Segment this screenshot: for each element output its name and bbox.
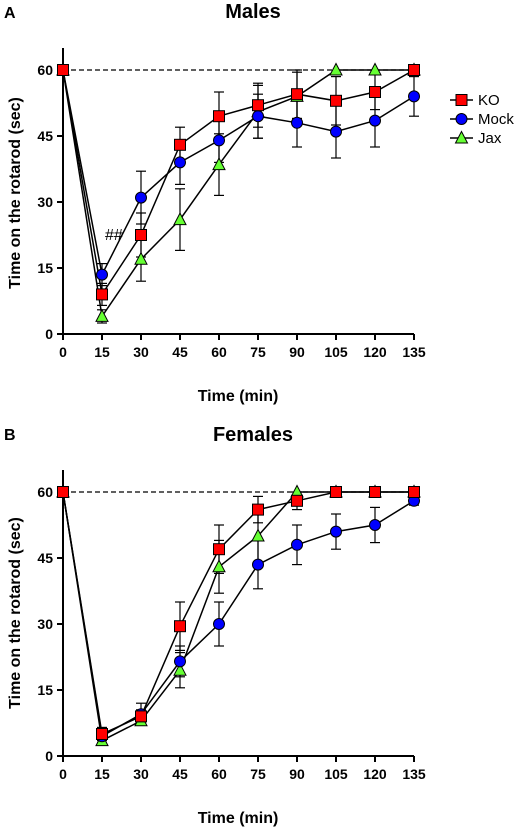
- y-tick-label: 60: [37, 62, 53, 78]
- x-tick-label: 60: [211, 766, 227, 782]
- data-point-ko: [174, 620, 186, 633]
- legend-marker-jax: [454, 130, 469, 144]
- y-tick-label: 45: [37, 550, 53, 566]
- legend-marker-mock: [455, 113, 468, 125]
- y-axis-label: Time on the rotarod (sec): [7, 517, 24, 709]
- data-point-mock: [174, 156, 186, 169]
- y-tick-label: 45: [37, 128, 53, 144]
- x-tick-label: 75: [250, 344, 266, 360]
- data-point-jax: [173, 662, 187, 676]
- panel-b-label: B: [4, 427, 16, 444]
- data-point-ko: [96, 728, 108, 740]
- y-tick-label: 30: [37, 194, 53, 210]
- legend-marker-ko: [455, 94, 468, 106]
- data-point-jax: [212, 559, 226, 573]
- legend-label-jax: Jax: [478, 130, 502, 147]
- series-line-mock: [62, 69, 415, 277]
- y-axis-label: Time on the rotarod (sec): [7, 97, 24, 289]
- legend-label-mock: Mock: [478, 111, 514, 128]
- data-point-jax: [134, 251, 148, 265]
- data-point-mock: [174, 655, 186, 668]
- x-tick-label: 15: [94, 766, 110, 782]
- data-point-mock: [369, 519, 381, 531]
- data-point-mock: [96, 268, 108, 281]
- y-tick-label: 15: [37, 260, 53, 276]
- x-axis-label: Time (min): [198, 388, 279, 405]
- y-tick-label: 30: [37, 616, 53, 632]
- data-point-ko: [135, 229, 147, 241]
- series-line-ko: [62, 491, 414, 736]
- x-tick-label: 30: [133, 766, 149, 782]
- legend: KO Mock Jax: [450, 92, 514, 147]
- data-point-mock: [291, 538, 303, 551]
- data-point-ko: [57, 64, 69, 76]
- x-tick-label: 15: [94, 344, 110, 360]
- males-chart: Males Time on the rotarod (sec) Time (mi…: [7, 1, 426, 405]
- x-tick-label: 45: [172, 766, 188, 782]
- series-line-mock: [62, 491, 415, 738]
- data-point-ko: [408, 486, 420, 498]
- data-point-mock: [408, 90, 420, 103]
- x-tick-label: 135: [402, 766, 426, 782]
- x-tick-label: 120: [363, 344, 387, 360]
- data-point-jax: [95, 308, 109, 322]
- data-point-mock: [252, 558, 264, 571]
- females-chart: Females Time on the rotarod (sec) Time (…: [7, 424, 426, 827]
- data-point-mock: [330, 525, 342, 538]
- data-point-jax: [212, 157, 226, 171]
- y-tick-label: 0: [45, 326, 53, 342]
- panel-a-label: A: [4, 5, 16, 22]
- data-point-ko: [291, 494, 303, 507]
- x-tick-label: 75: [250, 766, 266, 782]
- data-point-ko: [330, 486, 342, 498]
- x-tick-label: 60: [211, 344, 227, 360]
- data-point-ko: [174, 138, 186, 151]
- significance-annotation: ##: [105, 227, 123, 244]
- data-point-ko: [369, 486, 381, 498]
- x-tick-label: 0: [59, 344, 67, 360]
- data-point-mock: [252, 110, 264, 123]
- x-tick-label: 135: [402, 344, 426, 360]
- x-tick-label: 90: [289, 766, 305, 782]
- data-point-ko: [213, 543, 225, 556]
- x-tick-label: 30: [133, 344, 149, 360]
- x-tick-label: 0: [59, 766, 67, 782]
- data-point-jax: [251, 528, 265, 542]
- data-point-mock: [330, 125, 342, 138]
- data-point-mock: [213, 134, 225, 147]
- data-point-ko: [408, 64, 420, 76]
- data-point-ko: [252, 99, 264, 112]
- data-point-jax: [173, 212, 187, 226]
- data-point-mock: [135, 191, 147, 204]
- x-tick-label: 105: [324, 766, 348, 782]
- data-point-ko: [291, 88, 303, 101]
- chart-title: Males: [225, 1, 281, 23]
- series-line-jax: [62, 69, 414, 319]
- x-tick-label: 105: [324, 344, 348, 360]
- x-tick-label: 90: [289, 344, 305, 360]
- data-point-ko: [57, 486, 69, 498]
- data-point-ko: [135, 710, 147, 723]
- data-point-ko: [213, 110, 225, 123]
- series-line-jax: [62, 491, 414, 742]
- x-tick-label: 45: [172, 344, 188, 360]
- chart-title: Females: [213, 424, 293, 446]
- data-point-ko: [369, 86, 381, 98]
- y-tick-label: 0: [45, 748, 53, 764]
- y-tick-label: 60: [37, 484, 53, 500]
- y-tick-label: 15: [37, 682, 53, 698]
- legend-label-ko: KO: [478, 92, 500, 109]
- data-point-mock: [291, 116, 303, 129]
- series-line-ko: [62, 69, 415, 297]
- data-point-jax: [368, 62, 382, 76]
- data-point-ko: [330, 94, 342, 107]
- x-tick-label: 120: [363, 766, 387, 782]
- data-point-mock: [369, 114, 381, 127]
- data-point-ko: [96, 288, 108, 301]
- data-point-mock: [213, 618, 225, 630]
- data-point-jax: [329, 62, 343, 76]
- x-axis-label: Time (min): [198, 810, 279, 827]
- data-point-ko: [252, 503, 264, 516]
